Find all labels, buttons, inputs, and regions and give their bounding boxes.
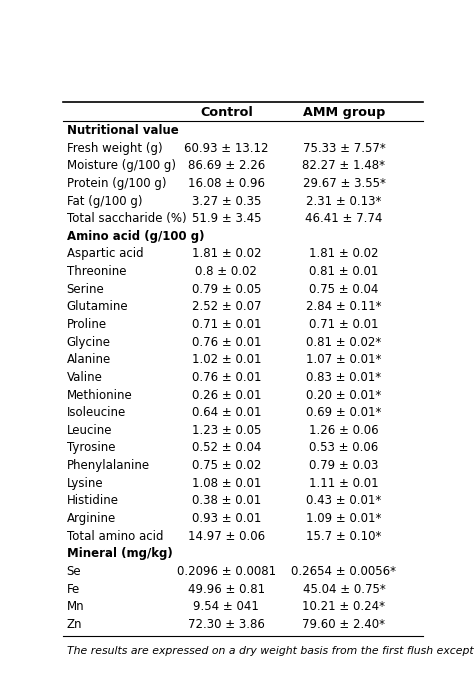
- Text: 1.81 ± 0.02: 1.81 ± 0.02: [191, 248, 261, 260]
- Text: Fat (g/100 g): Fat (g/100 g): [66, 194, 142, 208]
- Text: Glycine: Glycine: [66, 336, 110, 348]
- Text: Phenylalanine: Phenylalanine: [66, 459, 150, 472]
- Text: 1.02 ± 0.01: 1.02 ± 0.01: [191, 353, 261, 366]
- Text: 1.11 ± 0.01: 1.11 ± 0.01: [309, 477, 379, 490]
- Text: 82.27 ± 1.48*: 82.27 ± 1.48*: [302, 160, 385, 172]
- Text: 0.64 ± 0.01: 0.64 ± 0.01: [191, 406, 261, 419]
- Text: 2.84 ± 0.11*: 2.84 ± 0.11*: [306, 301, 382, 314]
- Text: Moisture (g/100 g): Moisture (g/100 g): [66, 160, 175, 172]
- Text: 0.76 ± 0.01: 0.76 ± 0.01: [191, 336, 261, 348]
- Text: 0.2096 ± 0.0081: 0.2096 ± 0.0081: [177, 565, 276, 578]
- Text: 45.04 ± 0.75*: 45.04 ± 0.75*: [302, 582, 385, 595]
- Text: 46.41 ± 7.74: 46.41 ± 7.74: [305, 212, 383, 225]
- Text: 0.38 ± 0.01: 0.38 ± 0.01: [192, 494, 261, 507]
- Text: Mn: Mn: [66, 600, 84, 613]
- Text: Total saccharide (%): Total saccharide (%): [66, 212, 186, 225]
- Text: Total amino acid: Total amino acid: [66, 530, 163, 543]
- Text: 0.52 ± 0.04: 0.52 ± 0.04: [191, 441, 261, 455]
- Text: Serine: Serine: [66, 282, 104, 296]
- Text: 0.26 ± 0.01: 0.26 ± 0.01: [191, 389, 261, 402]
- Text: 0.8 ± 0.02: 0.8 ± 0.02: [195, 265, 257, 278]
- Text: 49.96 ± 0.81: 49.96 ± 0.81: [188, 582, 265, 595]
- Text: Control: Control: [200, 106, 253, 119]
- Text: Alanine: Alanine: [66, 353, 111, 366]
- Text: Histidine: Histidine: [66, 494, 118, 507]
- Text: Glutamine: Glutamine: [66, 301, 128, 314]
- Text: Valine: Valine: [66, 371, 102, 384]
- Text: 0.93 ± 0.01: 0.93 ± 0.01: [191, 512, 261, 525]
- Text: Isoleucine: Isoleucine: [66, 406, 126, 419]
- Text: Aspartic acid: Aspartic acid: [66, 248, 143, 260]
- Text: 1.08 ± 0.01: 1.08 ± 0.01: [191, 477, 261, 490]
- Text: Zn: Zn: [66, 618, 82, 631]
- Text: 86.69 ± 2.26: 86.69 ± 2.26: [188, 160, 265, 172]
- Text: Mineral (mg/kg): Mineral (mg/kg): [66, 548, 173, 560]
- Text: 16.08 ± 0.96: 16.08 ± 0.96: [188, 177, 265, 190]
- Text: 1.09 ± 0.01*: 1.09 ± 0.01*: [306, 512, 382, 525]
- Text: Se: Se: [66, 565, 81, 578]
- Text: 1.23 ± 0.05: 1.23 ± 0.05: [191, 424, 261, 437]
- Text: 79.60 ± 2.40*: 79.60 ± 2.40*: [302, 618, 385, 631]
- Text: Leucine: Leucine: [66, 424, 112, 437]
- Text: 9.54 ± 041: 9.54 ± 041: [193, 600, 259, 613]
- Text: 0.43 ± 0.01*: 0.43 ± 0.01*: [306, 494, 382, 507]
- Text: 2.52 ± 0.07: 2.52 ± 0.07: [191, 301, 261, 314]
- Text: 0.53 ± 0.06: 0.53 ± 0.06: [310, 441, 379, 455]
- Text: 1.26 ± 0.06: 1.26 ± 0.06: [309, 424, 379, 437]
- Text: 0.20 ± 0.01*: 0.20 ± 0.01*: [306, 389, 382, 402]
- Text: 0.76 ± 0.01: 0.76 ± 0.01: [191, 371, 261, 384]
- Text: Threonine: Threonine: [66, 265, 126, 278]
- Text: 0.75 ± 0.02: 0.75 ± 0.02: [191, 459, 261, 472]
- Text: Protein (g/100 g): Protein (g/100 g): [66, 177, 166, 190]
- Text: Proline: Proline: [66, 318, 107, 331]
- Text: 0.83 ± 0.01*: 0.83 ± 0.01*: [306, 371, 382, 384]
- Text: 0.81 ± 0.01: 0.81 ± 0.01: [309, 265, 379, 278]
- Text: The results are expressed on a dry weight basis from the first flush except for : The results are expressed on a dry weigh…: [66, 646, 474, 656]
- Text: 29.67 ± 3.55*: 29.67 ± 3.55*: [302, 177, 385, 190]
- Text: 14.97 ± 0.06: 14.97 ± 0.06: [188, 530, 265, 543]
- Text: 0.81 ± 0.02*: 0.81 ± 0.02*: [306, 336, 382, 348]
- Text: Tyrosine: Tyrosine: [66, 441, 115, 455]
- Text: Fe: Fe: [66, 582, 80, 595]
- Text: 0.79 ± 0.03: 0.79 ± 0.03: [309, 459, 379, 472]
- Text: 1.07 ± 0.01*: 1.07 ± 0.01*: [306, 353, 382, 366]
- Text: 0.69 ± 0.01*: 0.69 ± 0.01*: [306, 406, 382, 419]
- Text: Methionine: Methionine: [66, 389, 132, 402]
- Text: 0.71 ± 0.01: 0.71 ± 0.01: [309, 318, 379, 331]
- Text: 10.21 ± 0.24*: 10.21 ± 0.24*: [302, 600, 385, 613]
- Text: Lysine: Lysine: [66, 477, 103, 490]
- Text: 1.81 ± 0.02: 1.81 ± 0.02: [309, 248, 379, 260]
- Text: Amino acid (g/100 g): Amino acid (g/100 g): [66, 230, 204, 243]
- Text: Nutritional value: Nutritional value: [66, 124, 178, 137]
- Text: 0.2654 ± 0.0056*: 0.2654 ± 0.0056*: [292, 565, 396, 578]
- Text: 3.27 ± 0.35: 3.27 ± 0.35: [191, 194, 261, 208]
- Text: 15.7 ± 0.10*: 15.7 ± 0.10*: [306, 530, 382, 543]
- Text: Fresh weight (g): Fresh weight (g): [66, 142, 162, 155]
- Text: 2.31 ± 0.13*: 2.31 ± 0.13*: [306, 194, 382, 208]
- Text: 0.79 ± 0.05: 0.79 ± 0.05: [191, 282, 261, 296]
- Text: 72.30 ± 3.86: 72.30 ± 3.86: [188, 618, 265, 631]
- Text: 75.33 ± 7.57*: 75.33 ± 7.57*: [302, 142, 385, 155]
- Text: AMM group: AMM group: [303, 106, 385, 119]
- Text: 51.9 ± 3.45: 51.9 ± 3.45: [191, 212, 261, 225]
- Text: 60.93 ± 13.12: 60.93 ± 13.12: [184, 142, 269, 155]
- Text: 0.71 ± 0.01: 0.71 ± 0.01: [191, 318, 261, 331]
- Text: 0.75 ± 0.04: 0.75 ± 0.04: [309, 282, 379, 296]
- Text: Arginine: Arginine: [66, 512, 116, 525]
